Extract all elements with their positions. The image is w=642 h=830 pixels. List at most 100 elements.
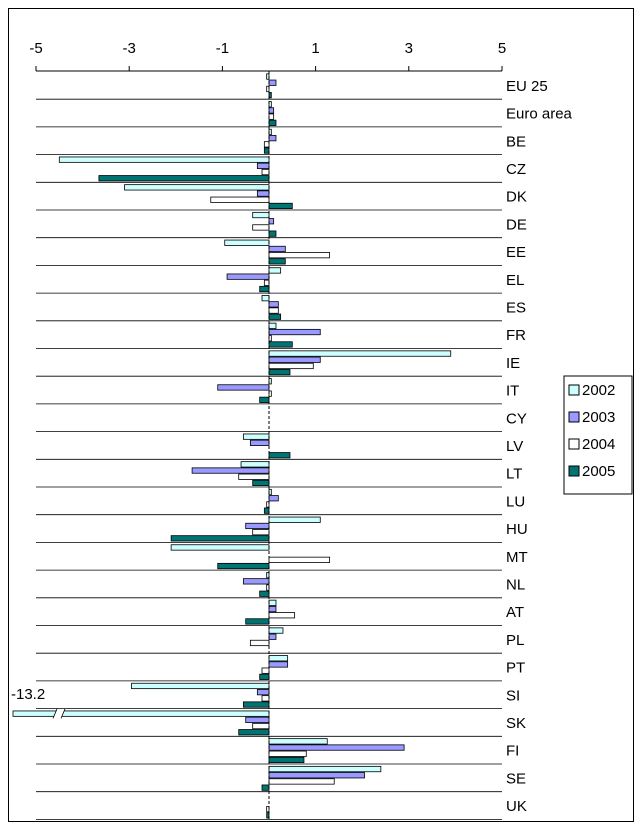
category-label: EL [506, 272, 524, 289]
bar-nl-2002 [266, 572, 270, 579]
bar-ie-2002 [268, 350, 452, 357]
legend-label-2004: 2004 [582, 436, 615, 453]
bar-dk-2002 [124, 184, 270, 191]
bar-fi-2005 [268, 756, 305, 764]
bar-sk-2002 [12, 710, 270, 717]
bar-pt-2002 [268, 655, 289, 662]
bar-lv-2005 [268, 452, 291, 459]
category-label: AT [506, 604, 524, 621]
category-label: FR [506, 327, 526, 344]
bar-fi-2004 [268, 750, 307, 757]
axis-break [53, 708, 65, 719]
bar-pt-2003 [268, 661, 289, 668]
bar-lt-2002 [240, 461, 270, 468]
bar-nl-2005 [259, 590, 270, 597]
bar-hu-2002 [268, 516, 321, 523]
x-tick-label: 5 [498, 40, 506, 57]
bar-de-2003 [268, 218, 275, 225]
legend-swatch-2005 [568, 465, 580, 477]
category-label: EE [506, 244, 526, 261]
bar-es-2002 [261, 295, 270, 302]
bar-sk-2005 [238, 729, 270, 736]
category-label: FI [506, 743, 519, 760]
bar-hu-2005 [170, 535, 270, 542]
bar-de-2004 [252, 224, 270, 231]
bar-cz-2005 [98, 175, 270, 182]
bar-mt-2004 [268, 556, 330, 563]
category-label: DK [506, 189, 527, 206]
category-label: CZ [506, 161, 526, 178]
bar-uk-2005 [266, 812, 270, 819]
bar-el-2005 [259, 285, 270, 293]
bar-euro-area-2002 [268, 101, 272, 108]
bar-be-2003 [268, 135, 277, 142]
bar-si-2003 [256, 689, 270, 696]
bar-euro-area-2004 [268, 113, 275, 120]
category-label: LT [506, 466, 522, 483]
category-label: HU [506, 521, 528, 538]
bar-lv-2002 [242, 433, 270, 440]
bar-it-2003 [217, 384, 270, 391]
bar-pt-2005 [259, 673, 270, 680]
legend-swatch-2004 [568, 438, 580, 450]
category-label: EU 25 [506, 78, 548, 95]
category-label: UK [506, 798, 527, 815]
bar-be-2004 [263, 141, 270, 148]
category-label: PT [506, 660, 525, 677]
bar-es-2004 [268, 307, 279, 314]
bar-sk-2004 [252, 722, 270, 730]
bar-se-2002 [268, 765, 382, 773]
x-tick-labels: -5 -3 -1 1 3 5 [29, 40, 506, 57]
bar-sk-2003 [245, 716, 270, 723]
bar-lt-2003 [191, 467, 270, 474]
bar-be-2005 [263, 147, 270, 154]
bar-lu-2005 [263, 507, 270, 514]
bar-lt-2004 [238, 473, 270, 480]
bar-se-2005 [261, 784, 270, 791]
bar-pl-2003 [268, 633, 277, 640]
category-label: LV [506, 438, 523, 455]
legend-label-2003: 2003 [582, 409, 615, 426]
bar-si-2005 [242, 701, 270, 708]
bar-at-2003 [268, 605, 277, 613]
x-tick-label: -3 [123, 40, 136, 57]
legend-label-2002: 2002 [582, 382, 615, 399]
bar-ee-2003 [268, 245, 286, 253]
x-tick-label: -5 [29, 40, 42, 57]
category-label: PL [506, 632, 524, 649]
category-label: ES [506, 299, 526, 316]
axis-break-line [60, 708, 66, 719]
category-label: IE [506, 355, 520, 372]
bar-pl-2002 [268, 627, 284, 634]
bar-es-2003 [268, 301, 279, 308]
bar-ie-2005 [268, 369, 291, 376]
category-label: BE [506, 133, 526, 150]
bar-fr-2002 [268, 322, 277, 329]
bars [12, 73, 452, 819]
bar-es-2005 [268, 313, 282, 320]
category-label: MT [506, 549, 528, 566]
x-tick-label: -1 [216, 40, 229, 57]
bar-si-2004 [261, 695, 270, 702]
bar-at-2002 [268, 599, 277, 606]
bar-pt-2004 [261, 667, 270, 674]
bar-at-2005 [245, 618, 270, 625]
bar-hu-2003 [245, 522, 270, 530]
axis-break-line [52, 708, 58, 719]
bar-el-2002 [268, 267, 282, 274]
category-label: Euro area [506, 106, 573, 123]
bar-it-2005 [259, 396, 270, 403]
annotation-offscale-value: -13.2 [11, 686, 45, 703]
bar-ee-2005 [268, 258, 286, 265]
chart-frame: -5 -3 -1 1 3 5 EU 25 Euro area BE CZ DK DE EE EL ES FR… [8, 8, 634, 822]
bar-dk-2004 [210, 196, 270, 203]
bar-lu-2003 [268, 495, 279, 502]
bar-lt-2005 [252, 479, 270, 487]
bar-mt-2002 [170, 544, 270, 551]
bar-ee-2002 [224, 239, 270, 246]
bar-pl-2004 [249, 639, 270, 647]
bar-fi-2002 [268, 738, 328, 745]
legend-label-2005: 2005 [582, 463, 615, 480]
bar-si-2002 [131, 682, 270, 690]
category-labels: EU 25 Euro area BE CZ DK DE EE EL ES FR IE IT CY LV LT… [506, 78, 573, 815]
